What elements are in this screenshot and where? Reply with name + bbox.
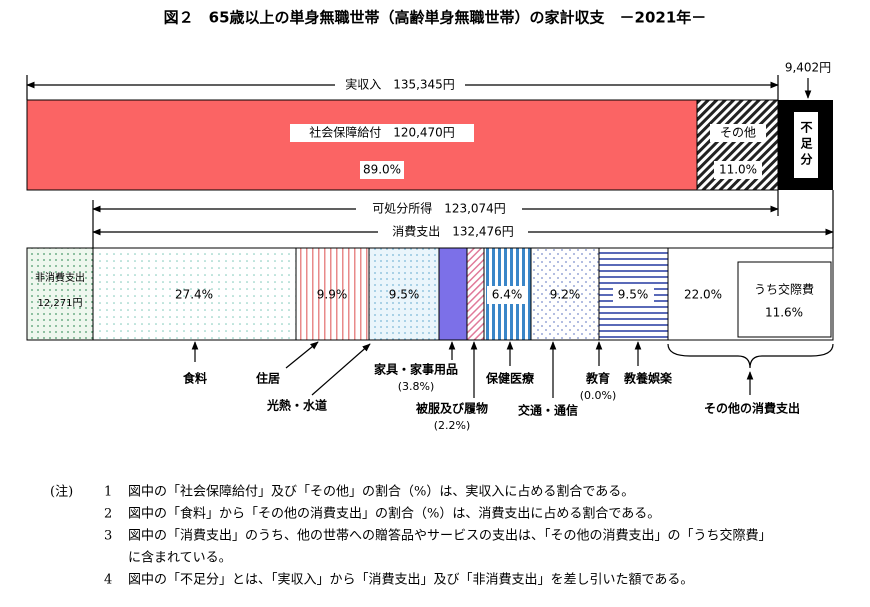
label-bg — [714, 161, 762, 179]
total-income: 実収入 135,345円 — [345, 77, 455, 92]
title: 図２ 65歳以上の単身無職世帯（高齢単身無職世帯）の家計収支 －2021年－ — [164, 9, 707, 27]
non-consumption-segment — [26, 247, 94, 341]
share: 9.2% — [550, 288, 581, 302]
category-label: 教育 — [585, 371, 610, 386]
transport-segment — [530, 247, 600, 341]
category-label: 食料 — [182, 371, 207, 386]
label-bg — [710, 124, 766, 142]
callouts — [191, 341, 834, 398]
furniture-segment — [438, 247, 468, 341]
category-share: (2.2%) — [434, 419, 471, 432]
non-consumption-amount: 12,271円 — [38, 298, 83, 309]
category-label: 保健医療 — [485, 371, 534, 386]
share: 9.5% — [618, 288, 649, 302]
category-label: その他の消費支出 — [704, 401, 800, 416]
other-income-label: その他 — [720, 126, 756, 140]
consumption: 消費支出 132,476円 — [392, 224, 514, 239]
notes-marker: (注) — [50, 485, 73, 500]
share: 6.4% — [492, 288, 523, 302]
label-bg — [360, 161, 404, 179]
share: 27.4% — [175, 288, 213, 302]
category-label: 家具・家事用品 — [374, 362, 458, 377]
label-bg — [356, 200, 522, 218]
label-bg — [290, 124, 474, 142]
share: 9.5% — [389, 288, 420, 302]
category-share: (0.0%) — [580, 389, 617, 402]
social-expenses-label: うち交際費 — [754, 282, 814, 297]
housing-segment — [295, 247, 370, 341]
category-label: 被服及び履物 — [416, 401, 488, 416]
shortfall-label: 不足分 — [799, 121, 813, 169]
notes: 1 図中の「社会保障給付」及び「その他」の割合（%）は、実収入に占める割合である。… — [104, 484, 772, 588]
social-security-share: 89.0% — [363, 163, 401, 177]
note-text: 図中の「食料」から「その他の消費支出」の割合（%）は、消費支出に占める割合である… — [128, 506, 660, 522]
non-consumption-label: 非消費支出 — [35, 271, 85, 284]
note-text: に含まれている。 — [128, 550, 232, 566]
food-segment — [92, 247, 297, 341]
social-security-label: 社会保障給付 120,470円 — [309, 125, 455, 140]
share: 22.0% — [684, 288, 722, 302]
utilities-segment — [368, 247, 440, 341]
category-label: 教養娯楽 — [623, 371, 673, 386]
clothing-segment — [466, 247, 485, 341]
label-bg — [794, 112, 818, 178]
label-bg — [378, 223, 528, 241]
shortfall-amount: 9,402円 — [785, 61, 831, 75]
note-text: 図中の「不足分」とは、「実収入」から「消費支出」及び「非消費支出」を差し引いた額… — [128, 572, 693, 588]
note-text: 図中の「消費支出」のうち、他の世帯への贈答品やサービスの支出は、「その他の消費支… — [128, 528, 772, 544]
category-share: (3.8%) — [398, 380, 435, 393]
other-income-share: 11.0% — [719, 163, 757, 177]
label-bg — [335, 76, 465, 94]
note-number: 3 — [104, 529, 112, 544]
note-number: 4 — [104, 573, 112, 588]
label-bg — [613, 286, 654, 304]
note-text: 図中の「社会保障給付」及び「その他」の割合（%）は、実収入に占める割合である。 — [128, 484, 634, 500]
share: 9.9% — [317, 288, 348, 302]
disposable-income: 可処分所得 123,074円 — [372, 201, 506, 216]
category-label: 交通・通信 — [518, 403, 578, 418]
social-expenses-share: 11.6% — [765, 306, 803, 320]
category-label: 光熱・水道 — [266, 398, 327, 413]
note-number: 1 — [104, 485, 112, 500]
label-bg — [487, 286, 528, 304]
note-number: 2 — [104, 507, 112, 522]
category-label: 住居 — [256, 371, 280, 386]
social-expenses-box — [737, 261, 832, 338]
